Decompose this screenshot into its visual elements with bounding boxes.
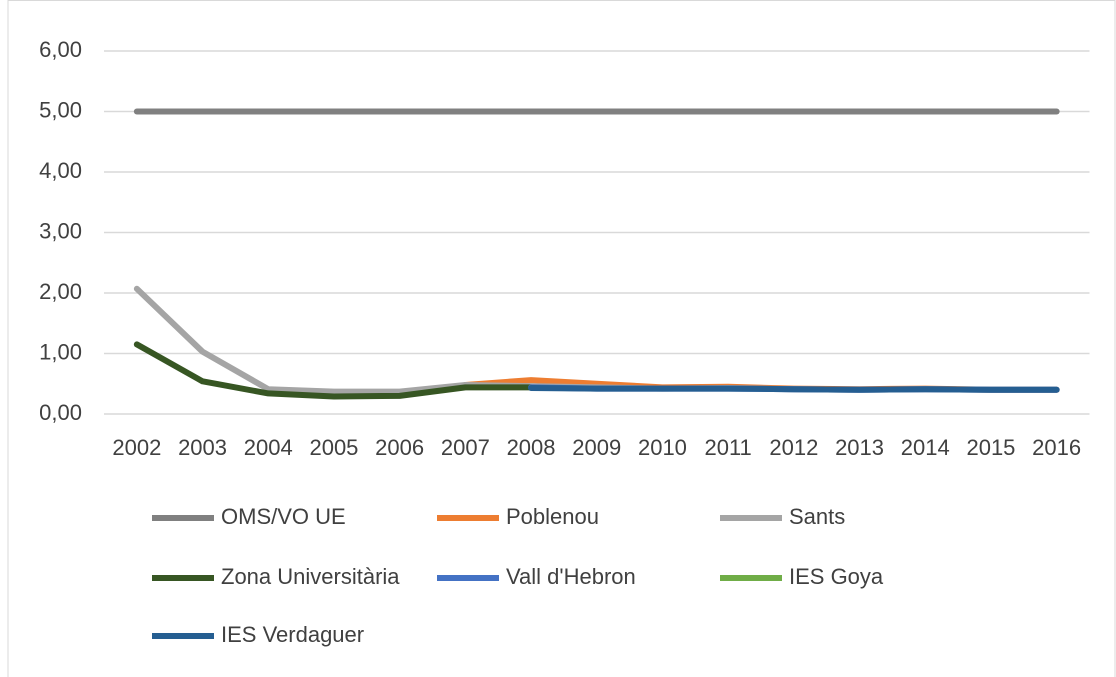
x-tick-label: 2005: [309, 435, 358, 460]
legend-label: OMS/VO UE: [221, 504, 346, 529]
y-tick-label: 2,00: [39, 279, 82, 304]
series-line: [528, 384, 1060, 393]
x-tick-label: 2012: [769, 435, 818, 460]
x-tick-label: 2004: [244, 435, 293, 460]
x-tick-label: 2009: [572, 435, 621, 460]
series-line: [133, 285, 1060, 395]
x-tick-label: 2006: [375, 435, 424, 460]
x-tick-label: 2008: [507, 435, 556, 460]
legend-label: Zona Universitària: [221, 564, 400, 589]
legend-label: Vall d'Hebron: [506, 564, 636, 589]
x-tick-label: 2007: [441, 435, 490, 460]
x-tick-label: 2002: [112, 435, 161, 460]
legend-label: IES Verdaguer: [221, 622, 364, 647]
x-tick-label: 2011: [704, 435, 751, 460]
y-tick-label: 1,00: [39, 339, 82, 364]
series-line: [133, 341, 535, 400]
x-tick-label: 2016: [1032, 435, 1081, 460]
x-tick-label: 2013: [835, 435, 884, 460]
x-tick-label: 2003: [178, 435, 227, 460]
y-tick-label: 4,00: [39, 158, 82, 183]
chart-frame: [7, 0, 1116, 677]
x-tick-label: 2010: [638, 435, 687, 460]
x-tick-label: 2015: [966, 435, 1015, 460]
y-tick-label: 6,00: [39, 37, 82, 62]
x-tick-label: 2014: [901, 435, 950, 460]
legend-label: IES Goya: [789, 564, 884, 589]
legend-label: Poblenou: [506, 504, 599, 529]
y-tick-label: 5,00: [39, 97, 82, 122]
legend-label: Sants: [789, 504, 845, 529]
y-tick-label: 0,00: [39, 400, 82, 425]
y-tick-label: 3,00: [39, 218, 82, 243]
